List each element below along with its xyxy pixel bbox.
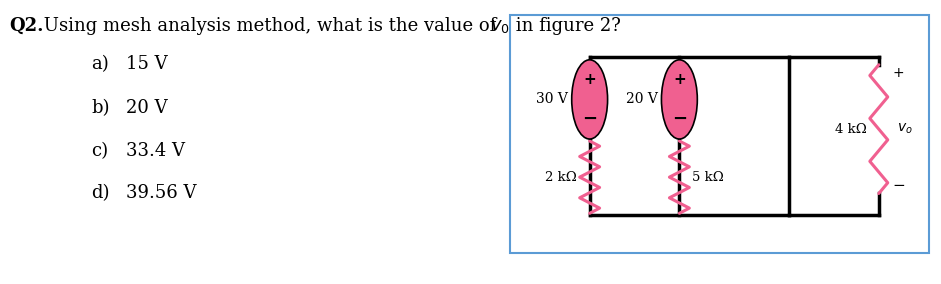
Text: 33.4 V: 33.4 V (126, 142, 185, 160)
Text: +: + (673, 72, 686, 87)
Text: +: + (583, 72, 596, 87)
Text: 2 kΩ: 2 kΩ (545, 171, 577, 184)
Text: 20 V: 20 V (626, 92, 658, 106)
Text: Using mesh analysis method, what is the value of: Using mesh analysis method, what is the … (39, 17, 502, 35)
Text: d): d) (91, 183, 109, 202)
Text: −: − (672, 110, 687, 128)
Text: a): a) (91, 55, 109, 73)
Text: c): c) (91, 142, 108, 160)
Text: Q2.: Q2. (9, 17, 44, 35)
Text: 39.56 V: 39.56 V (126, 183, 197, 202)
Text: in figure 2?: in figure 2? (510, 17, 621, 35)
Text: −: − (582, 110, 598, 128)
Text: 15 V: 15 V (126, 55, 167, 73)
Text: +: + (893, 66, 904, 80)
Text: 4 kΩ: 4 kΩ (835, 123, 867, 136)
Text: 5 kΩ: 5 kΩ (693, 171, 724, 184)
FancyBboxPatch shape (510, 15, 929, 253)
Ellipse shape (662, 60, 697, 139)
Text: b): b) (91, 99, 109, 117)
Text: $v_0$: $v_0$ (490, 17, 510, 35)
Text: 20 V: 20 V (126, 99, 167, 117)
Ellipse shape (572, 60, 608, 139)
Text: −: − (893, 178, 905, 193)
Text: $v_o$: $v_o$ (897, 122, 913, 136)
Text: 30 V: 30 V (535, 92, 567, 106)
